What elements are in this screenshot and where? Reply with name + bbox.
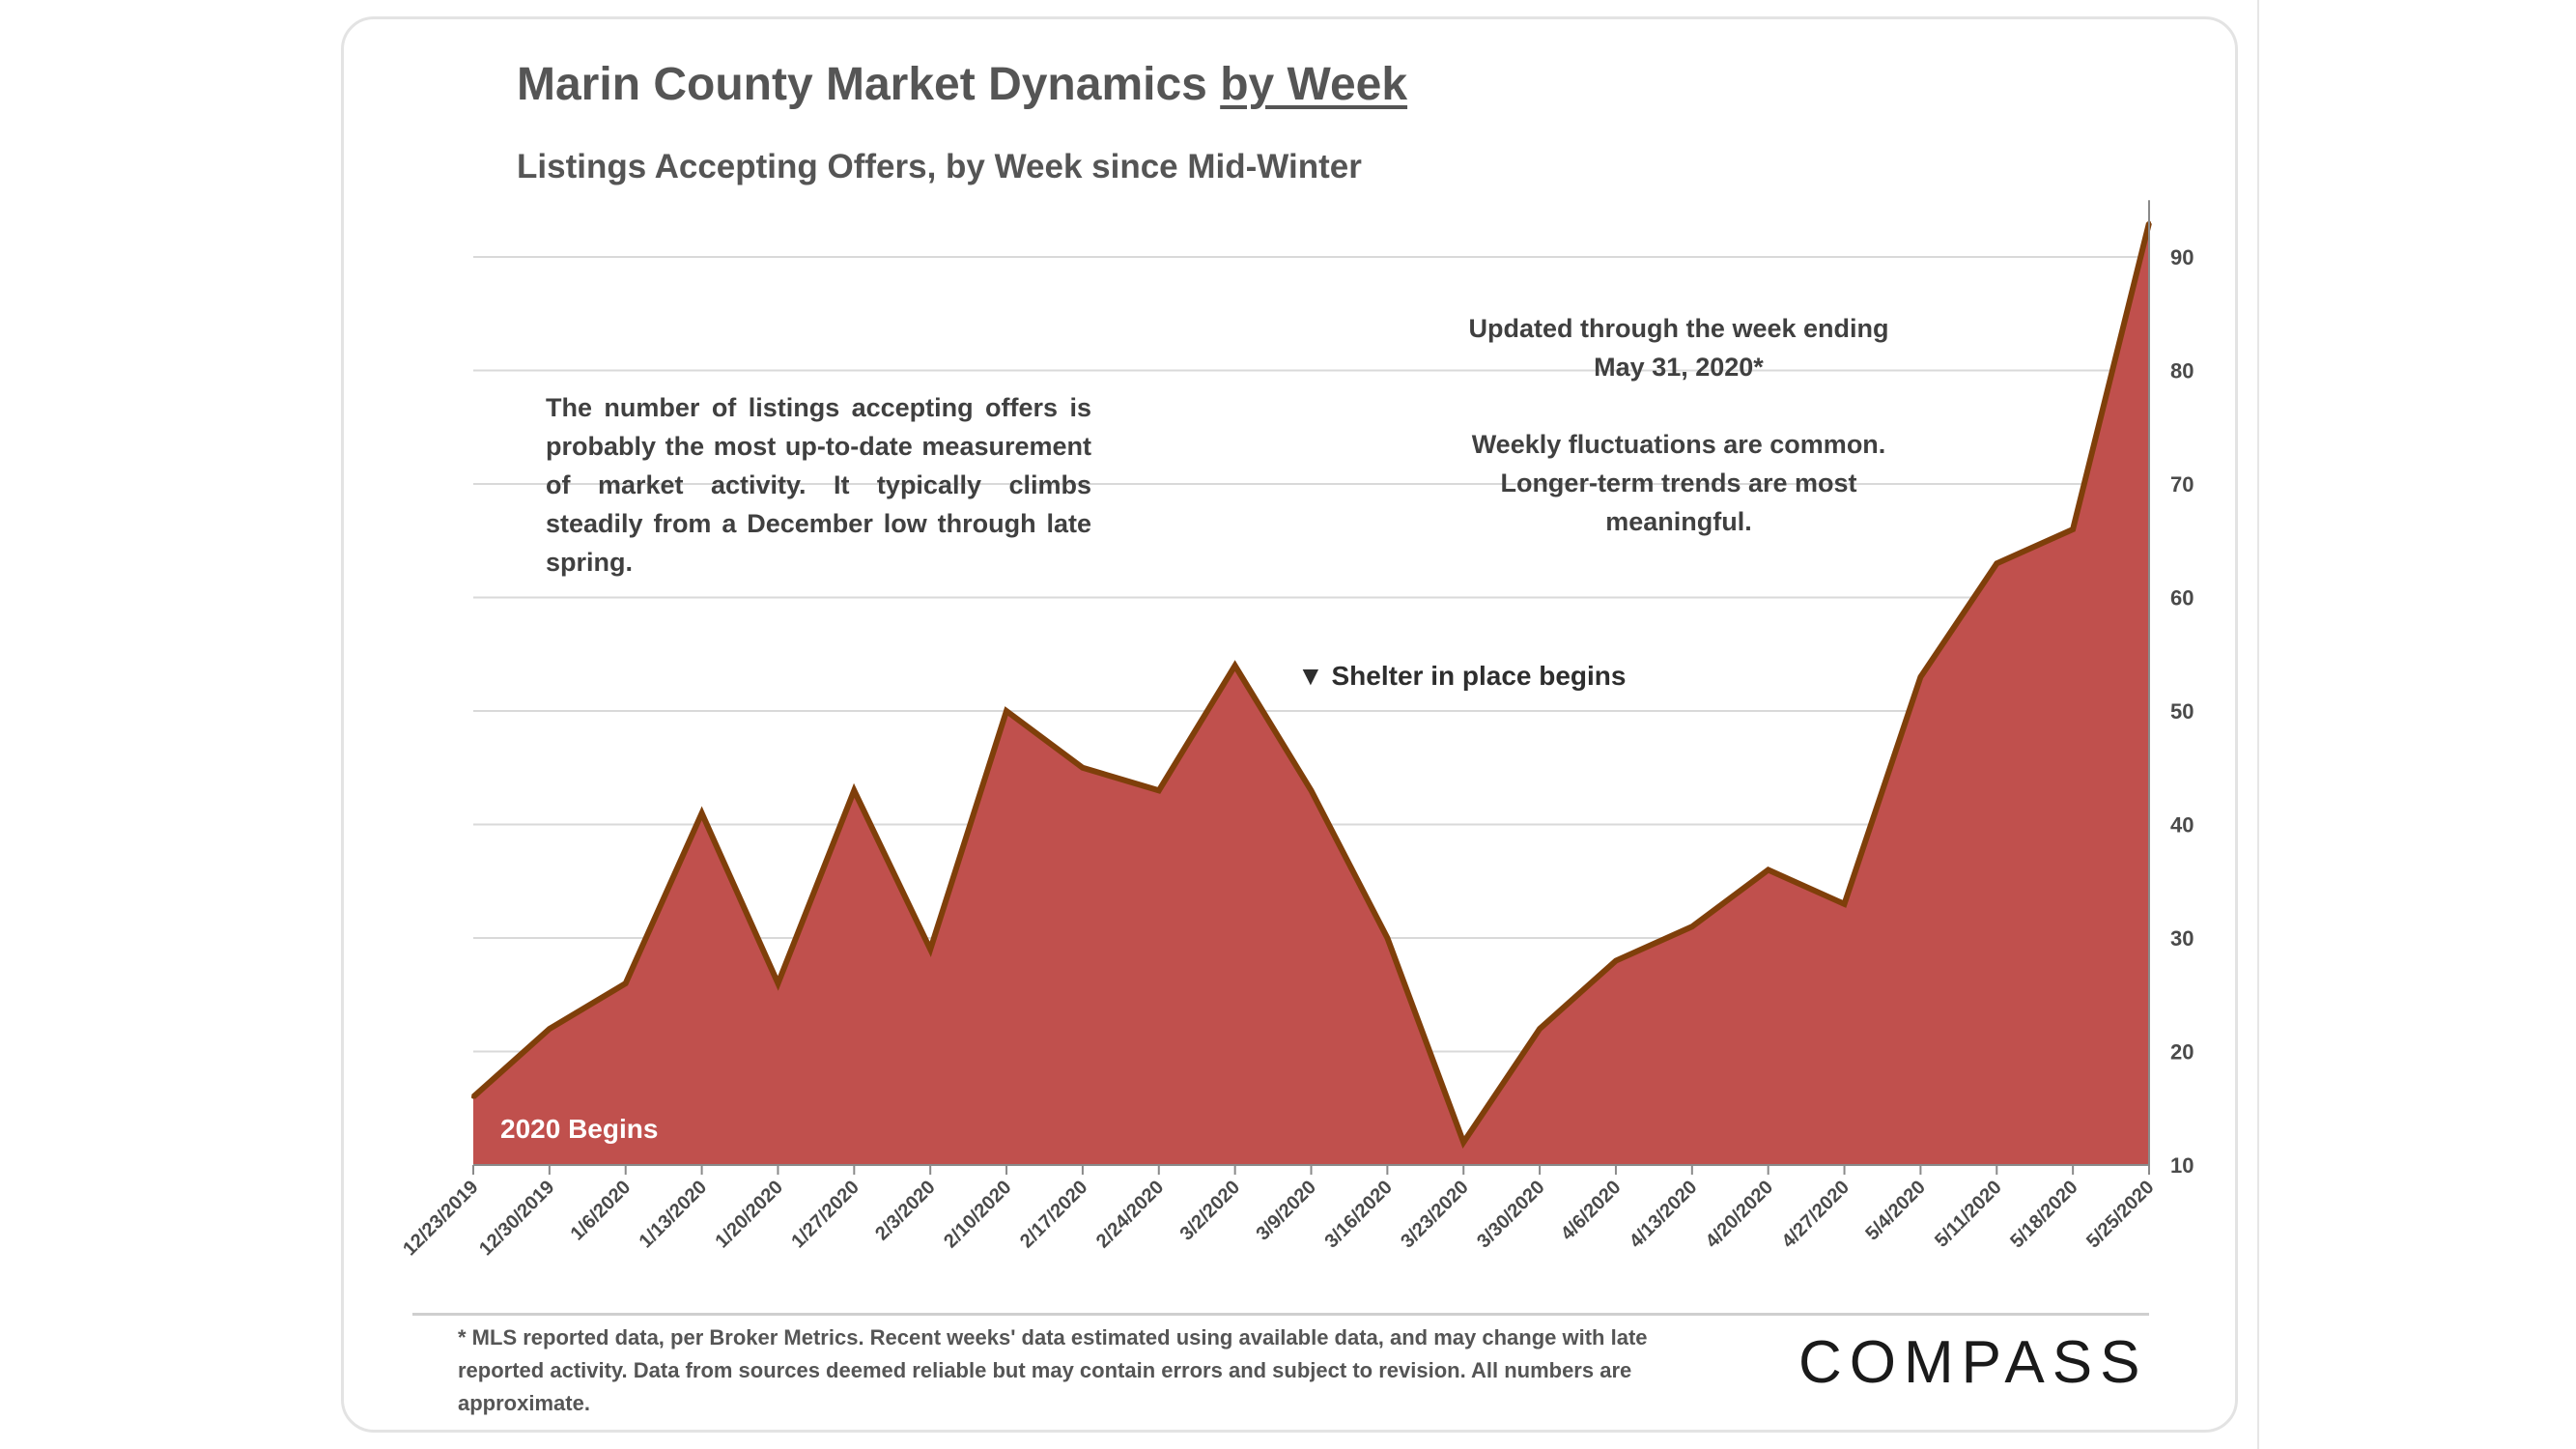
x-tick-label: 4/6/2020 bbox=[1557, 1177, 1626, 1245]
x-tick-label: 2/17/2020 bbox=[1016, 1177, 1091, 1252]
y-tick-label: 60 bbox=[2170, 586, 2194, 611]
x-tick-label: 4/27/2020 bbox=[1778, 1177, 1854, 1252]
x-tick-label: 1/20/2020 bbox=[712, 1177, 787, 1252]
x-tick-label: 5/25/2020 bbox=[2082, 1177, 2158, 1252]
x-tick-label: 4/20/2020 bbox=[1702, 1177, 1777, 1252]
x-tick-label: 1/27/2020 bbox=[787, 1177, 863, 1252]
x-tick-label: 3/2/2020 bbox=[1176, 1177, 1245, 1245]
x-tick-label: 12/23/2019 bbox=[399, 1177, 482, 1260]
chart-title-underlined: by Week bbox=[1220, 59, 1408, 110]
y-tick-label: 20 bbox=[2170, 1040, 2194, 1065]
data-point bbox=[928, 947, 933, 952]
x-tick-label: 1/6/2020 bbox=[567, 1177, 636, 1245]
x-tick-label: 5/4/2020 bbox=[1861, 1177, 1930, 1245]
page-divider bbox=[2257, 0, 2259, 1449]
data-point bbox=[776, 981, 780, 985]
data-point bbox=[852, 788, 857, 793]
x-tick-label: 5/11/2020 bbox=[1931, 1177, 2006, 1252]
x-tick-label: 2/10/2020 bbox=[940, 1177, 1015, 1252]
data-point bbox=[547, 1027, 552, 1031]
chart-subtitle: Listings Accepting Offers, by Week since… bbox=[517, 148, 1362, 185]
note-updated-through: Updated through the week ending May 31, … bbox=[1468, 314, 1889, 382]
x-tick-label: 2/24/2020 bbox=[1092, 1177, 1168, 1252]
data-point bbox=[471, 1094, 475, 1099]
series-area bbox=[471, 200, 2152, 1166]
x-tick-label: 2/3/2020 bbox=[871, 1177, 940, 1245]
data-point bbox=[1995, 561, 1999, 566]
note-fluctuations: Weekly fluctuations are common. Longer-t… bbox=[1471, 430, 1886, 536]
data-point bbox=[1842, 901, 1847, 906]
x-tick-label: 3/30/2020 bbox=[1473, 1177, 1548, 1252]
note-listings-explanation: The number of listings accepting offers … bbox=[546, 393, 1091, 577]
x-tick-label: 3/23/2020 bbox=[1397, 1177, 1472, 1252]
data-point bbox=[1385, 936, 1390, 940]
data-point bbox=[1005, 709, 1008, 713]
annotations: 2020 Begins ▼ Shelter in place begins bbox=[500, 661, 1626, 1144]
data-point bbox=[1766, 867, 1770, 872]
chart-title: Marin County Market Dynamics by Week bbox=[517, 58, 1407, 111]
data-point bbox=[1918, 674, 1923, 679]
data-point bbox=[1614, 958, 1618, 963]
chart-title-main: Marin County Market Dynamics bbox=[517, 59, 1221, 110]
data-point bbox=[1538, 1027, 1543, 1031]
annotation-2020-begins: 2020 Begins bbox=[500, 1114, 658, 1144]
y-tick-label: 80 bbox=[2170, 359, 2194, 384]
y-tick-label: 70 bbox=[2170, 472, 2194, 497]
x-tick-label: 3/9/2020 bbox=[1252, 1177, 1320, 1245]
data-point bbox=[1461, 1140, 1466, 1145]
note-update-info: Updated through the week ending May 31, … bbox=[1461, 309, 1896, 541]
data-point bbox=[623, 981, 628, 985]
y-axis: 10 20 30 40 50 60 70 80 90 bbox=[2170, 245, 2194, 1178]
data-point bbox=[699, 810, 704, 815]
y-tick-label: 40 bbox=[2170, 813, 2194, 838]
x-tick-label: 4/13/2020 bbox=[1626, 1177, 1701, 1252]
data-point bbox=[1080, 765, 1085, 770]
x-tick-label: 5/18/2020 bbox=[2006, 1177, 2081, 1252]
series-fill bbox=[473, 222, 2149, 1166]
x-tick-label: 12/30/2019 bbox=[475, 1177, 558, 1260]
x-tick-label: 3/16/2020 bbox=[1320, 1177, 1396, 1252]
y-tick-label: 90 bbox=[2170, 245, 2194, 270]
data-point bbox=[1156, 788, 1161, 793]
y-tick-label: 30 bbox=[2170, 926, 2194, 951]
footer-divider bbox=[412, 1313, 2149, 1316]
data-point bbox=[1689, 924, 1694, 929]
y-tick-label: 50 bbox=[2170, 699, 2194, 724]
compass-logo: COMPASS bbox=[1798, 1329, 2148, 1396]
annotation-shelter-in-place: ▼ Shelter in place begins bbox=[1297, 661, 1626, 691]
x-tick-label: 1/13/2020 bbox=[636, 1177, 711, 1252]
footnote: * MLS reported data, per Broker Metrics.… bbox=[458, 1325, 1648, 1415]
data-point bbox=[1309, 788, 1314, 793]
data-point bbox=[1232, 664, 1237, 668]
y-tick-label: 10 bbox=[2170, 1153, 2194, 1178]
data-point bbox=[2071, 527, 2076, 531]
